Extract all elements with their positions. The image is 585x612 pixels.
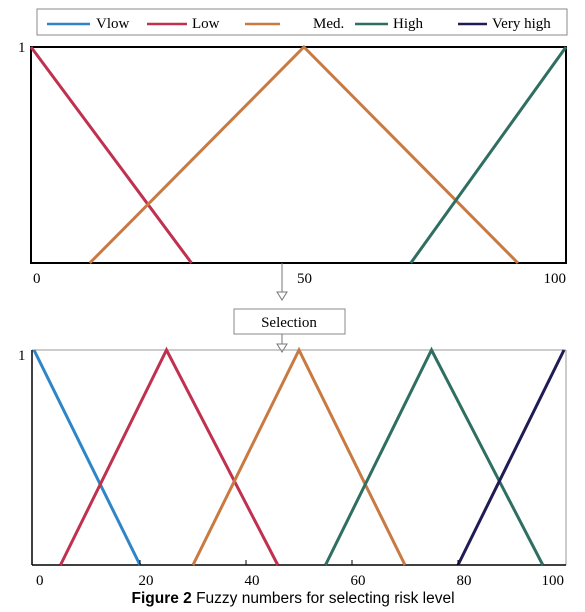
- bottom-chart-series-med: [191, 346, 407, 566]
- bottom-chart-x-tick-label: 40: [245, 573, 260, 589]
- top-chart-frame: [30, 46, 567, 264]
- legend-label-vlow: Vlow: [96, 16, 130, 32]
- bottom-chart-series: [32, 346, 566, 566]
- top-chart-x-tick-labels: 0 50 100: [33, 271, 566, 287]
- top-chart-series-low: [29, 46, 193, 264]
- top-chart: 1 0 50 100: [18, 40, 568, 287]
- bottom-chart-x-tick-label: 20: [139, 573, 154, 589]
- top-chart-x-tick-label: 0: [33, 271, 41, 287]
- bottom-chart-y-tick-label: 1: [18, 348, 26, 364]
- legend-label-low: Low: [192, 16, 220, 32]
- bottom-chart-series-vlow: [32, 349, 142, 566]
- selection-box: [233, 308, 346, 335]
- bottom-chart-x-tick-label: 60: [351, 573, 366, 589]
- top-chart-y-tick-label: 1: [18, 40, 26, 56]
- top-chart-series: [29, 44, 568, 265]
- top-chart-x-tick-label: 50: [297, 271, 312, 287]
- bottom-chart-x-ticks: 0 20 40 60 80 100: [36, 560, 564, 589]
- figure-caption: Figure 2 Fuzzy numbers for selecting ris…: [131, 590, 454, 607]
- top-chart-x-tick-label: 100: [544, 271, 567, 287]
- legend-label-med: Med.: [313, 16, 344, 32]
- legend-entry-low: Low: [147, 16, 220, 32]
- bottom-chart: 1 0 20 40 60 80 100: [18, 346, 567, 589]
- legend-entry-med: Med.: [245, 16, 344, 32]
- bottom-chart-x-tick-label: 100: [542, 573, 565, 589]
- legend-entry-high: High: [355, 16, 424, 32]
- connector-arrow-lower: [276, 343, 288, 353]
- figure-caption-text: Fuzzy numbers for selecting risk level: [192, 590, 455, 607]
- legend-label-high: High: [393, 16, 424, 32]
- bottom-chart-x-tick-label: 0: [36, 573, 44, 589]
- bottom-chart-x-tick-label: 80: [457, 573, 472, 589]
- top-chart-series-med: [88, 44, 519, 265]
- connector-arrow-upper: [276, 291, 288, 301]
- legend-box: [36, 8, 568, 36]
- legend-entry-vlow: Vlow: [47, 16, 130, 32]
- selection-label: Selection: [261, 315, 317, 331]
- legend-entry-very-high: Very high: [458, 16, 551, 32]
- selection-connector: Selection: [233, 263, 346, 353]
- top-chart-series-high: [409, 46, 568, 264]
- legend-label-very-high: Very high: [492, 16, 551, 32]
- bottom-chart-series-very-high: [456, 349, 566, 566]
- legend: Vlow Low Med. High Very high: [36, 8, 568, 36]
- figure-caption-label: Figure 2: [131, 590, 191, 607]
- bottom-chart-series-high: [324, 346, 545, 566]
- bottom-chart-series-low: [59, 346, 280, 566]
